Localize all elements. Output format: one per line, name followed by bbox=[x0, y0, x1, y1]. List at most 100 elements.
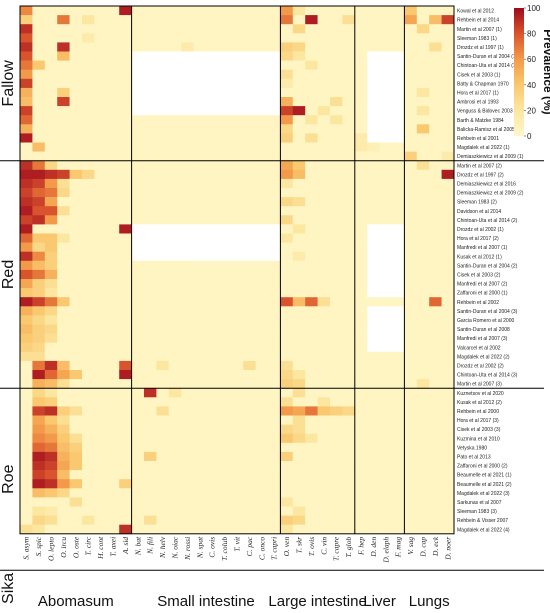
heatmap-cell bbox=[379, 297, 393, 307]
heatmap-cell bbox=[379, 169, 393, 180]
heatmap-cell bbox=[354, 151, 368, 161]
heatmap-cell bbox=[57, 78, 70, 89]
heatmap-cell bbox=[131, 224, 145, 234]
heatmap-cell bbox=[354, 233, 368, 243]
heatmap-cell bbox=[57, 6, 70, 16]
heatmap-cell bbox=[69, 24, 83, 34]
heatmap-cell bbox=[168, 188, 182, 198]
heatmap-cell bbox=[218, 351, 232, 362]
heatmap-cell bbox=[144, 260, 157, 271]
heatmap-cell bbox=[230, 269, 244, 280]
heatmap-cell bbox=[106, 178, 120, 189]
heatmap-cell bbox=[57, 488, 70, 498]
heatmap-cell bbox=[144, 60, 157, 70]
heatmap-cell bbox=[305, 133, 318, 143]
heatmap-cell bbox=[441, 188, 455, 198]
heatmap-cell bbox=[404, 124, 418, 134]
heatmap-cell bbox=[119, 133, 132, 143]
row-label: Rehbein et al 2000 bbox=[457, 409, 499, 415]
heatmap-cell bbox=[441, 124, 455, 134]
heatmap-cell bbox=[441, 488, 455, 498]
heatmap-cell bbox=[379, 351, 393, 362]
row-group-label: Fallow bbox=[0, 60, 17, 107]
heatmap-cell bbox=[156, 360, 170, 371]
heatmap-cell bbox=[69, 97, 83, 107]
heatmap-cell bbox=[156, 415, 170, 425]
heatmap-cell bbox=[57, 124, 70, 134]
heatmap-cell bbox=[193, 160, 207, 171]
heatmap-cell bbox=[119, 188, 132, 198]
heatmap-cell bbox=[32, 15, 46, 25]
row-label: Hora et al 2017 (1) bbox=[457, 90, 499, 96]
heatmap-cell bbox=[392, 133, 405, 143]
heatmap-cell bbox=[156, 78, 170, 89]
heatmap-cell bbox=[243, 451, 256, 462]
heatmap-cell bbox=[243, 260, 256, 271]
heatmap-cell bbox=[144, 424, 157, 434]
heatmap-cell bbox=[416, 124, 430, 134]
heatmap-cell bbox=[367, 506, 380, 516]
heatmap-cell bbox=[280, 415, 294, 425]
heatmap-cell bbox=[32, 433, 46, 444]
heatmap-cell bbox=[69, 224, 83, 234]
heatmap-cell bbox=[94, 133, 108, 143]
heatmap-cell bbox=[342, 342, 356, 353]
heatmap-cell bbox=[342, 388, 356, 398]
heatmap-cell bbox=[193, 461, 207, 471]
heatmap-cell bbox=[367, 169, 380, 180]
heatmap-cell bbox=[392, 206, 405, 216]
heatmap-cell bbox=[392, 479, 405, 489]
heatmap-cell bbox=[131, 415, 145, 425]
heatmap-cell bbox=[268, 424, 281, 434]
heatmap-cell bbox=[429, 160, 442, 171]
heatmap-cell bbox=[156, 260, 170, 271]
heatmap-cell bbox=[57, 60, 70, 70]
heatmap-cell bbox=[94, 260, 108, 271]
heatmap-cell bbox=[280, 242, 294, 252]
heatmap-cell bbox=[94, 197, 108, 207]
heatmap-cell bbox=[32, 69, 46, 80]
heatmap-cell bbox=[354, 188, 368, 198]
heatmap-cell bbox=[144, 97, 157, 107]
heatmap-cell bbox=[144, 415, 157, 425]
heatmap-cell bbox=[57, 15, 70, 25]
heatmap-cell bbox=[330, 115, 343, 125]
heatmap-cell bbox=[429, 506, 442, 516]
heatmap-cell bbox=[255, 306, 269, 316]
heatmap-cell bbox=[57, 297, 70, 307]
heatmap-cell bbox=[330, 15, 343, 25]
heatmap-cell bbox=[206, 424, 219, 434]
row-label: Santin-Duran et al 2004 (3) bbox=[457, 309, 518, 315]
row-label: Sleeman 1983 (2) bbox=[457, 200, 497, 206]
heatmap-cell bbox=[230, 470, 244, 480]
heatmap-cell bbox=[156, 206, 170, 216]
heatmap-cell bbox=[330, 97, 343, 107]
heatmap-cell bbox=[268, 370, 281, 380]
heatmap-cell bbox=[255, 406, 269, 416]
heatmap-cell bbox=[218, 415, 232, 425]
heatmap-cell bbox=[330, 151, 343, 161]
heatmap-cell bbox=[20, 333, 33, 343]
heatmap-cell bbox=[57, 151, 70, 161]
heatmap-cell bbox=[119, 160, 132, 171]
heatmap-cell bbox=[367, 15, 380, 25]
heatmap-cell bbox=[441, 497, 455, 507]
heatmap-cell bbox=[32, 60, 46, 70]
heatmap-cell bbox=[367, 470, 380, 480]
heatmap-cell bbox=[354, 106, 368, 116]
heatmap-cell bbox=[144, 251, 157, 262]
heatmap-cell bbox=[268, 233, 281, 243]
column-label: T. ovis bbox=[307, 537, 316, 557]
row-label: Pato et al 2013 bbox=[457, 454, 491, 460]
heatmap-cell bbox=[181, 106, 194, 116]
heatmap-cell bbox=[367, 33, 380, 43]
heatmap-cell bbox=[330, 406, 343, 416]
heatmap-cell bbox=[69, 151, 83, 161]
heatmap-cell bbox=[416, 242, 430, 252]
heatmap-cell bbox=[404, 524, 418, 535]
heatmap-cell bbox=[106, 306, 120, 316]
heatmap-cell bbox=[342, 297, 356, 307]
heatmap-cell bbox=[243, 188, 256, 198]
heatmap-cell bbox=[206, 6, 219, 16]
heatmap-cell bbox=[354, 524, 368, 535]
